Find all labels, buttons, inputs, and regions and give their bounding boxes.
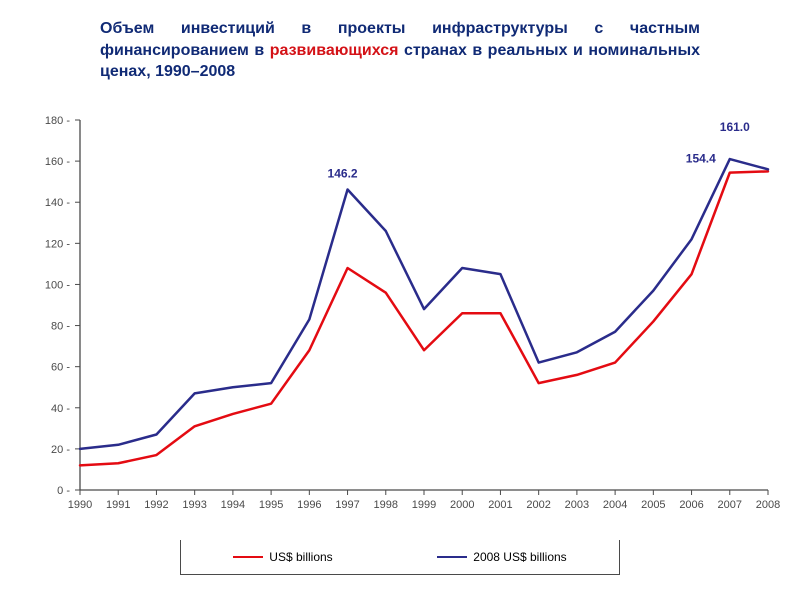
chart-title: Объем инвестиций в проекты инфраструктур… — [100, 18, 700, 83]
svg-text:40 -: 40 - — [51, 403, 70, 415]
svg-text:2008: 2008 — [756, 499, 780, 511]
svg-text:2007: 2007 — [718, 499, 742, 511]
legend: US$ billions 2008 US$ billions — [180, 540, 620, 575]
svg-text:161.0: 161.0 — [720, 120, 750, 134]
svg-text:1991: 1991 — [106, 499, 130, 511]
svg-text:160 -: 160 - — [45, 156, 70, 168]
svg-text:1998: 1998 — [374, 499, 398, 511]
svg-text:154.4: 154.4 — [686, 152, 716, 166]
svg-text:1999: 1999 — [412, 499, 436, 511]
svg-text:1996: 1996 — [297, 499, 321, 511]
svg-text:1994: 1994 — [221, 499, 245, 511]
svg-text:100 -: 100 - — [45, 279, 70, 291]
svg-text:2003: 2003 — [565, 499, 589, 511]
svg-text:1992: 1992 — [144, 499, 168, 511]
legend-item-0: US$ billions — [233, 550, 332, 564]
svg-text:146.2: 146.2 — [328, 166, 358, 180]
legend-swatch-0 — [233, 556, 263, 558]
svg-text:2004: 2004 — [603, 499, 627, 511]
svg-text:1993: 1993 — [182, 499, 206, 511]
title-highlight: развивающихся — [270, 42, 399, 59]
svg-text:2005: 2005 — [641, 499, 665, 511]
svg-text:2006: 2006 — [679, 499, 703, 511]
svg-text:60 -: 60 - — [51, 362, 70, 374]
svg-text:2002: 2002 — [526, 499, 550, 511]
svg-text:140 -: 140 - — [45, 197, 70, 209]
svg-text:20 -: 20 - — [51, 444, 70, 456]
svg-text:1995: 1995 — [259, 499, 283, 511]
legend-label-1: 2008 US$ billions — [473, 550, 566, 564]
svg-text:2000: 2000 — [450, 499, 474, 511]
svg-text:1997: 1997 — [335, 499, 359, 511]
legend-label-0: US$ billions — [269, 550, 332, 564]
svg-text:120 -: 120 - — [45, 238, 70, 250]
svg-text:0 -: 0 - — [57, 485, 70, 497]
line-chart: 0 - 20 - 40 - 60 - 80 - 100 - 120 - 140 - 160 - 1… — [20, 110, 780, 530]
legend-swatch-1 — [437, 556, 467, 558]
legend-item-1: 2008 US$ billions — [437, 550, 566, 564]
svg-text:80 -: 80 - — [51, 321, 70, 333]
chart-svg: 0 - 20 - 40 - 60 - 80 - 100 - 120 - 140 - 160 - 1… — [20, 110, 780, 530]
svg-text:2001: 2001 — [488, 499, 512, 511]
svg-text:180 -: 180 - — [45, 115, 70, 127]
svg-text:1990: 1990 — [68, 499, 92, 511]
